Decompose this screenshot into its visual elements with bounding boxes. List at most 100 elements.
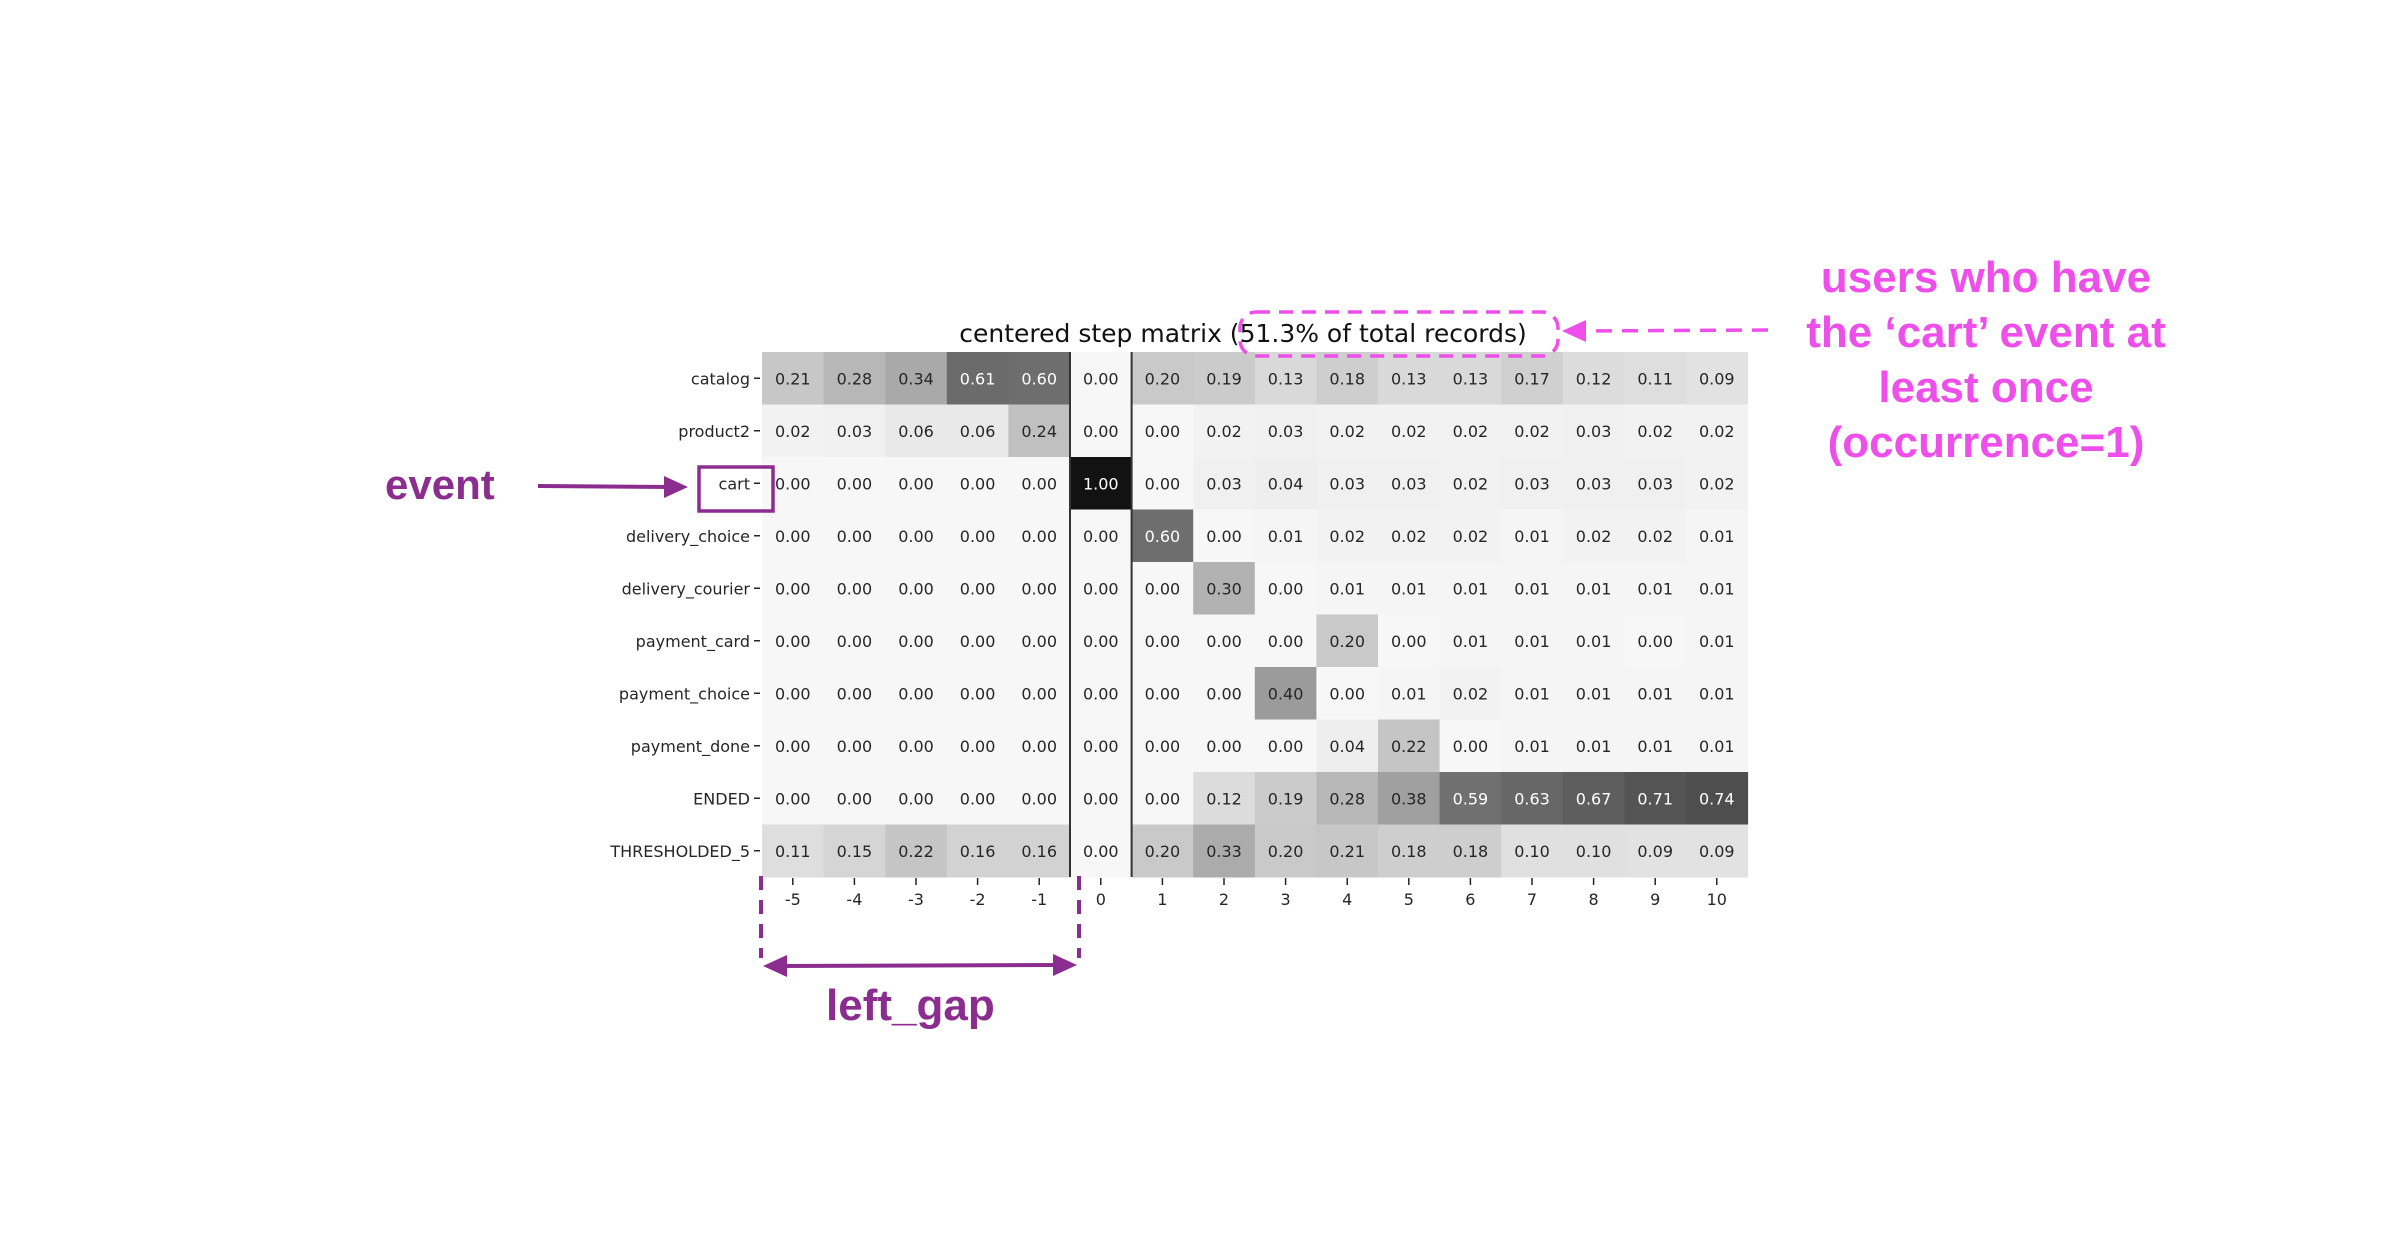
row-label: catalog xyxy=(691,369,750,388)
heatmap-cell xyxy=(1008,667,1071,720)
heatmap-cell xyxy=(1193,404,1256,458)
heatmap-cell xyxy=(946,509,1009,563)
heatmap-cell-value: 0.00 xyxy=(960,789,996,808)
heatmap-cell xyxy=(1378,772,1441,825)
heatmap-cell xyxy=(1316,667,1379,720)
heatmap-cell xyxy=(1254,404,1317,458)
heatmap-cell-value: 0.00 xyxy=(898,737,934,756)
heatmap-cell xyxy=(946,719,1009,773)
heatmap-cell-value: 0.00 xyxy=(1145,632,1181,651)
heatmap-cell xyxy=(1562,772,1625,825)
heatmap-cell-value: 0.01 xyxy=(1391,684,1427,703)
heatmap-cell-value: 0.03 xyxy=(1637,474,1673,493)
heatmap-cell xyxy=(885,824,948,878)
heatmap-cell xyxy=(1131,667,1194,720)
heatmap-cell-value: 0.00 xyxy=(1206,527,1242,546)
heatmap-cell-value: 0.02 xyxy=(1391,422,1427,441)
column-label: 10 xyxy=(1707,890,1727,909)
heatmap-cell-value: 0.20 xyxy=(1145,369,1181,388)
heatmap-cell-value: 0.02 xyxy=(1329,422,1365,441)
heatmap-cell-value: 0.60 xyxy=(1145,527,1181,546)
heatmap-cell-value: 0.12 xyxy=(1576,369,1612,388)
heatmap-cell xyxy=(1070,772,1133,825)
heatmap-cell xyxy=(1070,719,1133,773)
heatmap-cell xyxy=(1131,824,1194,878)
heatmap-cell xyxy=(1008,772,1071,825)
heatmap-cell xyxy=(1254,457,1317,510)
heatmap-cell xyxy=(1624,352,1687,405)
heatmap-cell-value: 0.03 xyxy=(1268,422,1304,441)
heatmap-cell xyxy=(1501,509,1564,563)
heatmap-cell-value: 0.21 xyxy=(775,369,811,388)
heatmap-cell-value: 0.00 xyxy=(837,579,873,598)
heatmap-cell xyxy=(1562,352,1625,405)
heatmap-cell-value: 0.00 xyxy=(1021,527,1057,546)
heatmap-cell-value: 0.00 xyxy=(775,684,811,703)
column-label: 0 xyxy=(1096,890,1106,909)
heatmap-cell-value: 0.00 xyxy=(837,527,873,546)
heatmap-cell xyxy=(762,667,825,720)
heatmap-cell-value: 0.03 xyxy=(1576,422,1612,441)
heatmap-cell-value: 0.59 xyxy=(1453,789,1489,808)
heatmap-cell xyxy=(1070,824,1133,878)
heatmap-cell-value: 0.01 xyxy=(1514,579,1550,598)
heatmap-cell-value: 0.18 xyxy=(1391,842,1427,861)
heatmap-cell-value: 0.02 xyxy=(775,422,811,441)
heatmap-cell xyxy=(1254,772,1317,825)
heatmap-cell xyxy=(885,509,948,563)
heatmap-cell xyxy=(823,667,886,720)
heatmap-cell xyxy=(1008,352,1071,405)
heatmap-cell xyxy=(1686,667,1749,720)
heatmap-cell xyxy=(1501,562,1564,615)
column-label: 7 xyxy=(1527,890,1537,909)
heatmap-cell xyxy=(1501,614,1564,668)
left-gap-arrowhead-right xyxy=(1053,954,1077,976)
heatmap-cell-value: 0.00 xyxy=(960,579,996,598)
heatmap-cell xyxy=(946,457,1009,510)
heatmap-cell-value: 0.03 xyxy=(1514,474,1550,493)
heatmap-cell xyxy=(1070,352,1133,405)
heatmap-cell xyxy=(1439,352,1502,405)
left-gap-arrowhead-left xyxy=(763,955,787,977)
heatmap-cell-value: 0.00 xyxy=(837,737,873,756)
heatmap-cell xyxy=(1193,457,1256,510)
column-label: 8 xyxy=(1589,890,1599,909)
heatmap-cell-value: 0.00 xyxy=(1268,579,1304,598)
column-label: 6 xyxy=(1465,890,1475,909)
heatmap-cell-value: 0.04 xyxy=(1329,737,1365,756)
heatmap-cell xyxy=(1316,719,1379,773)
heatmap-cell-value: 0.74 xyxy=(1699,789,1735,808)
heatmap-cell-value: 0.04 xyxy=(1268,474,1304,493)
heatmap-cell xyxy=(1254,352,1317,405)
heatmap-cell xyxy=(1686,719,1749,773)
event-arrow xyxy=(537,484,673,489)
heatmap-cell-value: 0.20 xyxy=(1268,842,1304,861)
heatmap-cell xyxy=(1562,667,1625,720)
heatmap-cell-value: 0.02 xyxy=(1453,684,1489,703)
heatmap-cell xyxy=(1131,772,1194,825)
heatmap-cell-value: 0.01 xyxy=(1576,632,1612,651)
heatmap-cell xyxy=(885,614,948,668)
heatmap-cell xyxy=(1378,562,1441,615)
heatmap-cell xyxy=(1686,562,1749,615)
heatmap-cell xyxy=(1686,509,1749,563)
heatmap-cell-value: 0.01 xyxy=(1576,737,1612,756)
heatmap-cell-value: 0.11 xyxy=(775,842,811,861)
heatmap-cell-value: 0.01 xyxy=(1699,737,1735,756)
heatmap-cell-value: 0.34 xyxy=(898,369,934,388)
heatmap-cell xyxy=(762,562,825,615)
heatmap-cell xyxy=(1686,614,1749,668)
note-line: (occurrence=1) xyxy=(1827,418,2145,467)
heatmap-cell-value: 0.01 xyxy=(1514,632,1550,651)
heatmap-cell xyxy=(1193,509,1256,563)
heatmap-cell xyxy=(1562,509,1625,563)
heatmap-cell xyxy=(1316,772,1379,825)
heatmap-cell-value: 0.00 xyxy=(1206,684,1242,703)
heatmap-cell-value: 0.00 xyxy=(1021,737,1057,756)
heatmap-cell-value: 0.00 xyxy=(1021,579,1057,598)
heatmap-cell xyxy=(762,404,825,458)
heatmap-cell xyxy=(823,562,886,615)
heatmap-cell xyxy=(1131,562,1194,615)
heatmap-cell xyxy=(1562,457,1625,510)
